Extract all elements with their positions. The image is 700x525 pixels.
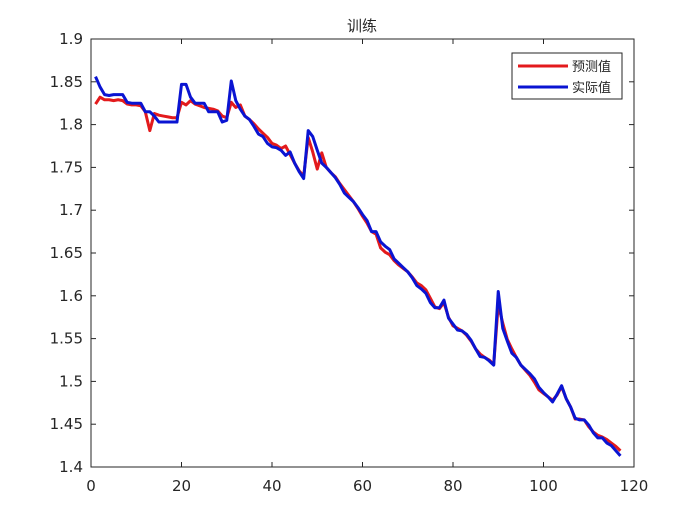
chart-title: 训练 xyxy=(347,17,377,35)
x-tick-label: 80 xyxy=(443,477,462,495)
y-tick-label: 1.75 xyxy=(50,158,83,176)
legend: 预测值 实际值 xyxy=(511,52,623,100)
x-tick-label: 60 xyxy=(353,477,372,495)
y-tick-label: 1.45 xyxy=(50,415,83,433)
legend-label-predicted: 预测值 xyxy=(572,59,611,75)
x-tick-label: 40 xyxy=(262,477,281,495)
y-tick-label: 1.9 xyxy=(59,30,83,48)
y-tick-label: 1.5 xyxy=(59,372,83,390)
legend-label-actual: 实际值 xyxy=(572,80,611,96)
x-tick-label: 100 xyxy=(529,477,558,495)
y-tick-label: 1.7 xyxy=(59,201,83,219)
y-tick-label: 1.55 xyxy=(50,330,83,348)
x-tick-label: 120 xyxy=(620,477,649,495)
legend-box xyxy=(511,52,623,100)
x-tick-label: 20 xyxy=(172,477,191,495)
axes-box xyxy=(90,38,635,468)
series-line-actual xyxy=(94,76,622,457)
y-tick-label: 1.4 xyxy=(59,458,83,476)
x-tick-label: 0 xyxy=(86,477,96,495)
y-tick-label: 1.8 xyxy=(59,116,83,134)
y-tick-label: 1.85 xyxy=(50,73,83,91)
plot-area xyxy=(90,38,635,468)
y-tick-label: 1.6 xyxy=(59,287,83,305)
x-axis: 0 20 40 60 80 100 120 xyxy=(86,39,648,495)
y-axis: 1.4 1.45 1.5 1.55 1.6 1.65 1.7 1.75 1.8 1.85 1.9 xyxy=(50,30,634,476)
y-tick-label: 1.65 xyxy=(50,244,83,262)
series-layer xyxy=(94,76,622,457)
